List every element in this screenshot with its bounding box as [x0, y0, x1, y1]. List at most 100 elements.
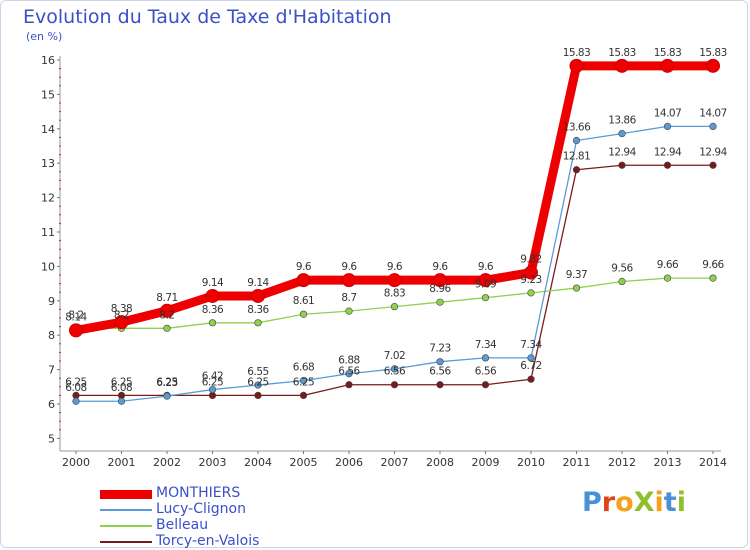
x-tick-label: 2008 [426, 456, 454, 469]
data-point [254, 381, 262, 389]
data-point [208, 319, 217, 327]
proxiti-logo: ProXiti [582, 487, 686, 518]
data-label: 8.61 [293, 295, 314, 307]
data-label: 8.38 [111, 303, 132, 315]
data-label: 8.36 [202, 304, 224, 316]
legend-swatch [100, 525, 152, 527]
data-label: 9.56 [611, 263, 633, 275]
data-point [660, 58, 675, 73]
data-point [618, 277, 626, 286]
data-point [436, 358, 444, 366]
data-label: 6.56 [475, 366, 497, 378]
data-point [478, 273, 493, 288]
data-label: 6.25 [247, 376, 268, 388]
y-tick-label: 13 [41, 157, 55, 170]
data-label: 6.25 [111, 376, 132, 388]
legend-label: MONTHIERS [156, 485, 241, 501]
legend-swatch [100, 541, 152, 543]
data-point [572, 136, 581, 145]
logo-letter: t [663, 487, 677, 518]
x-tick-label: 2000 [62, 456, 90, 469]
data-label: 6.08 [111, 382, 132, 394]
data-label: 9.09 [475, 279, 496, 291]
data-label: 13.66 [563, 121, 591, 133]
data-label: 7.34 [475, 339, 497, 351]
logo-letter: P [582, 487, 602, 518]
data-point [663, 161, 672, 169]
data-label: 6.55 [247, 366, 268, 378]
data-label: 6.08 [65, 382, 86, 394]
data-label: 6.56 [429, 366, 451, 378]
legend-swatch [100, 489, 152, 499]
data-point [524, 265, 538, 280]
data-label: 6.88 [338, 355, 359, 367]
data-label: 9.6 [296, 261, 312, 273]
data-point [342, 273, 356, 288]
data-point [481, 354, 490, 362]
data-point [436, 381, 444, 389]
data-point [69, 323, 83, 338]
x-tick-label: 2007 [381, 456, 409, 469]
data-point [481, 381, 490, 389]
y-tick-label: 11 [41, 226, 55, 239]
data-label: 12.81 [563, 151, 591, 163]
data-label: 6.72 [520, 360, 541, 372]
legend-label: Torcy-en-Valois [156, 533, 260, 549]
data-point [569, 58, 584, 73]
x-tick-label: 2005 [290, 456, 318, 469]
logo-letter: o [615, 487, 634, 518]
y-tick-label: 9 [48, 295, 55, 308]
data-label: 7.02 [384, 350, 405, 362]
data-label: 8.14 [65, 311, 87, 323]
x-tick-label: 2010 [517, 456, 545, 469]
data-label: 9.14 [202, 277, 224, 289]
data-label: 14.07 [699, 107, 727, 119]
data-label: 7.34 [520, 339, 542, 351]
data-point [390, 365, 399, 373]
x-tick-label: 2014 [699, 456, 727, 469]
logo-letter: X [633, 487, 655, 518]
data-label: 7.23 [429, 343, 450, 355]
data-point [618, 130, 626, 138]
data-label: 9.6 [387, 261, 403, 273]
data-point [663, 274, 672, 282]
data-point [160, 303, 174, 318]
data-point [117, 397, 126, 405]
data-label: 8.71 [156, 292, 177, 304]
data-label: 15.83 [608, 47, 636, 59]
data-point [163, 324, 171, 332]
data-label: 6.23 [156, 377, 177, 389]
data-point [390, 303, 399, 311]
data-label: 8.96 [429, 283, 451, 295]
data-label: 9.6 [478, 261, 494, 273]
y-tick-label: 16 [41, 54, 55, 67]
data-label: 8.2 [68, 309, 83, 321]
x-tick-label: 2006 [335, 456, 363, 469]
data-point [254, 319, 262, 327]
data-label: 8.2 [114, 309, 129, 321]
y-tick-label: 14 [41, 123, 55, 136]
data-point [345, 307, 353, 315]
chart-data-labels: 8.14 8.38 8.71 9.14 9.14 9.6 9.6 9.6 9.6 9.6 9.82 1… [65, 47, 728, 394]
data-point [345, 370, 353, 378]
y-tick-label: 10 [41, 260, 55, 273]
legend-swatch [100, 509, 152, 511]
data-point [618, 161, 626, 169]
data-label: 8.36 [247, 304, 269, 316]
x-tick-label: 2004 [244, 456, 272, 469]
data-point [481, 294, 490, 302]
x-tick-label: 2003 [199, 456, 227, 469]
chart-subtitle: (en %) [26, 30, 63, 43]
data-point [709, 122, 717, 130]
data-point [299, 391, 308, 400]
data-point [254, 391, 262, 400]
logo-letter: r [601, 487, 616, 518]
data-point [663, 122, 672, 130]
data-point [251, 288, 265, 303]
data-point [706, 58, 720, 73]
x-tick-label: 2012 [608, 456, 636, 469]
data-point [572, 166, 581, 174]
logo-letter: i [676, 487, 686, 518]
